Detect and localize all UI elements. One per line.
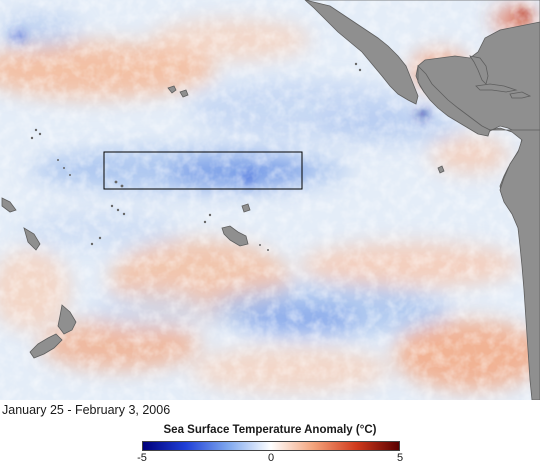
new-caledonia [23, 227, 41, 251]
florida [469, 55, 489, 85]
samoa [241, 203, 251, 213]
central-america [417, 65, 491, 137]
date-range-caption: January 25 - February 3, 2006 [2, 403, 171, 417]
legend-tick-label: -5 [137, 452, 147, 464]
island-speckles [30, 62, 362, 251]
cuba [475, 83, 518, 93]
legend-color-bar [142, 441, 400, 451]
legend-tick-label: 5 [396, 452, 404, 464]
hispaniola [509, 91, 532, 99]
legend-title: Sea Surface Temperature Anomaly (°C) [163, 424, 377, 436]
hawaii [167, 85, 189, 98]
map-svg [0, 0, 540, 400]
new-zealand-south [29, 333, 63, 359]
land-masses [1, 0, 540, 400]
galapagos [437, 165, 445, 174]
nino-region-box [103, 151, 303, 190]
south-america [489, 127, 540, 400]
solomon-islands [1, 197, 17, 213]
legend-tick-label: 0 [267, 452, 275, 464]
fiji [221, 225, 249, 247]
sst-anomaly-map [0, 0, 540, 400]
new-zealand-north [57, 304, 77, 335]
